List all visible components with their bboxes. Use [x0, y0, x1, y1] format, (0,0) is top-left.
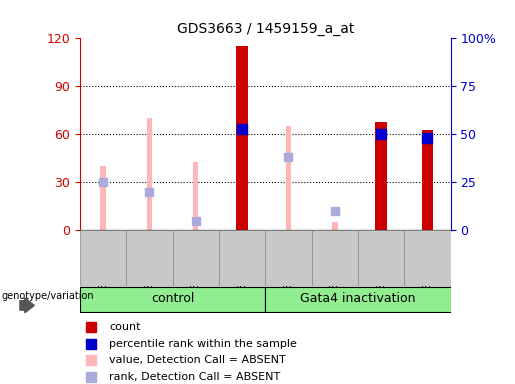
Bar [422, 129, 433, 230]
Point [87, 341, 95, 347]
Bar [100, 166, 106, 230]
Text: percentile rank within the sample: percentile rank within the sample [110, 339, 297, 349]
Bar [286, 126, 291, 230]
Text: Gata4 inactivation: Gata4 inactivation [300, 293, 416, 306]
FancyBboxPatch shape [358, 230, 404, 286]
Bar [193, 162, 198, 230]
Text: count: count [110, 322, 141, 332]
FancyBboxPatch shape [173, 230, 219, 286]
Point [423, 135, 432, 141]
Bar [239, 126, 245, 230]
FancyBboxPatch shape [312, 230, 358, 286]
FancyBboxPatch shape [265, 230, 312, 286]
FancyBboxPatch shape [219, 230, 265, 286]
Point [284, 154, 293, 161]
Title: GDS3663 / 1459159_a_at: GDS3663 / 1459159_a_at [177, 22, 354, 36]
Text: control: control [151, 293, 194, 306]
Text: genotype/variation: genotype/variation [2, 291, 94, 301]
Point [87, 374, 95, 380]
Point [87, 324, 95, 330]
Point [145, 189, 153, 195]
Text: value, Detection Call = ABSENT: value, Detection Call = ABSENT [110, 356, 286, 366]
FancyBboxPatch shape [80, 230, 126, 286]
Point [99, 179, 107, 185]
FancyBboxPatch shape [80, 286, 265, 313]
Point [238, 126, 246, 132]
Point [192, 218, 200, 224]
Point [87, 358, 95, 364]
FancyArrow shape [20, 298, 35, 313]
Bar [332, 222, 337, 230]
Point [377, 131, 385, 137]
Bar [147, 118, 152, 230]
Bar [375, 122, 387, 230]
FancyBboxPatch shape [265, 286, 451, 313]
Point [331, 208, 339, 214]
FancyBboxPatch shape [126, 230, 173, 286]
Text: rank, Detection Call = ABSENT: rank, Detection Call = ABSENT [110, 372, 281, 382]
Bar [236, 46, 248, 230]
Point [238, 126, 246, 132]
FancyBboxPatch shape [404, 230, 451, 286]
FancyBboxPatch shape [80, 286, 451, 313]
